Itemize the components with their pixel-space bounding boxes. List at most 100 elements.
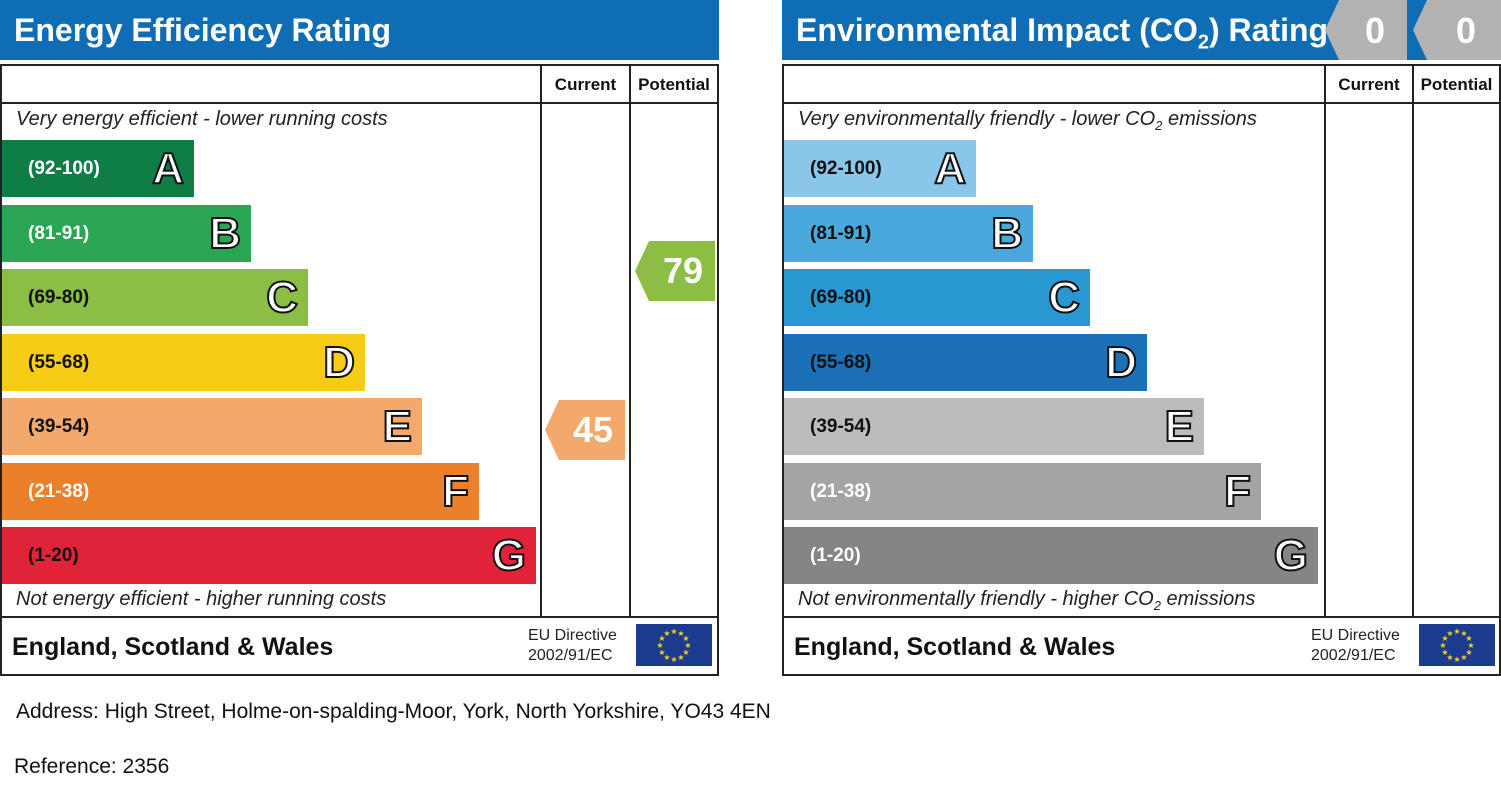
potential-column-header: Potential — [638, 75, 710, 94]
svg-text:★: ★ — [1441, 634, 1448, 643]
svg-text:★: ★ — [1453, 627, 1460, 636]
current-arrow-shape — [545, 400, 625, 460]
band-letter: F — [441, 466, 470, 517]
band-letter: G — [491, 530, 527, 581]
potential-tab-shape — [1413, 0, 1501, 60]
band-e: (39-54) E — [2, 398, 422, 455]
band-range-label: (1-20) — [810, 545, 861, 566]
eu-directive-line1: EU Directive — [1311, 627, 1400, 644]
band-b: (81-91) B — [2, 204, 251, 262]
top-note: Very energy efficient - lower running co… — [16, 108, 388, 130]
environmental-impact-panel: Environmental Impact (CO2) Rating 0 0 Cu… — [782, 0, 1501, 676]
band-letter: G — [1273, 530, 1309, 581]
eu-directive-text: EU Directive 2002/91/EC — [528, 626, 617, 666]
svg-text:★: ★ — [677, 653, 684, 662]
svg-text:★: ★ — [1460, 653, 1467, 662]
svg-text:★: ★ — [682, 634, 689, 643]
band-range-label: (21-38) — [28, 480, 90, 502]
potential-rating-tab: 0 — [1413, 0, 1501, 60]
svg-text:★: ★ — [1460, 629, 1467, 638]
band-d: (55-68) D — [784, 333, 1147, 391]
energy-efficiency-panel: Energy Efficiency Rating Current Potenti… — [0, 0, 719, 676]
svg-text:★: ★ — [670, 627, 677, 636]
current-column-header: Current — [1338, 75, 1400, 94]
top-note-part1: Very environmentally friendly - lower CO — [798, 108, 1156, 130]
svg-text:★: ★ — [658, 648, 665, 657]
bottom-note: Not energy efficient - higher running co… — [16, 588, 387, 610]
svg-text:★: ★ — [1465, 648, 1472, 657]
band-e: (39-54) E — [784, 398, 1204, 455]
environment-panel-title: Environmental Impact (CO2) Rating — [782, 0, 1501, 60]
environment-chart-frame: Current Potential Very environmentally f… — [782, 64, 1501, 676]
bottom-note-part1: Not environmentally friendly - higher CO — [798, 588, 1154, 610]
svg-text:★: ★ — [670, 655, 677, 664]
header-divider — [2, 102, 717, 104]
footer-divider — [2, 616, 717, 618]
band-letter: A — [151, 143, 185, 194]
eu-directive-text: EU Directive 2002/91/EC — [1311, 626, 1400, 666]
bottom-note-part2: emissions — [1160, 588, 1256, 610]
band-c: (69-80) C — [2, 269, 308, 326]
band-range-label: (92-100) — [810, 158, 882, 179]
band-letter: E — [382, 401, 413, 452]
current-tab-shape — [1325, 0, 1407, 60]
property-address: Address: High Street, Holme-on-spalding-… — [16, 700, 771, 723]
svg-text:★: ★ — [663, 629, 670, 638]
band-range-label: (69-80) — [810, 287, 872, 308]
potential-column-header: Potential — [1420, 75, 1493, 94]
band-range-label: (39-54) — [810, 416, 872, 437]
energy-chart-frame: Current Potential Very energy efficient … — [0, 64, 719, 676]
band-range-label: (81-91) — [810, 222, 872, 244]
band-range-label: (92-100) — [28, 158, 100, 179]
energy-title-text: Energy Efficiency Rating — [14, 12, 391, 48]
potential-rating-value: 79 — [662, 250, 703, 291]
band-letter: C — [265, 272, 299, 323]
region-label: England, Scotland & Wales — [12, 633, 334, 661]
svg-text:★: ★ — [656, 641, 663, 650]
svg-text:★: ★ — [682, 648, 689, 657]
potential-arrow-shape — [635, 241, 715, 301]
svg-text:★: ★ — [1446, 653, 1453, 662]
environment-title-sub: 2 — [1197, 31, 1209, 54]
energy-panel-title: Energy Efficiency Rating — [0, 0, 719, 60]
eu-stars-icon: ★ ★★ ★★★ ★★★ ★★★ — [656, 627, 691, 664]
band-range-label: (21-38) — [810, 480, 872, 502]
band-f: (21-38) F — [2, 462, 479, 520]
current-rating-arrow: 45 — [545, 400, 625, 460]
svg-text:★: ★ — [1453, 655, 1460, 664]
eu-flag-icon: ★ ★ ★ ★ ★ ★ ★ ★ ★ ★ ★ ★ — [1419, 624, 1495, 666]
band-letter: C — [1047, 272, 1081, 323]
band-range-label: (1-20) — [28, 545, 79, 566]
band-range-label: (55-68) — [810, 351, 872, 373]
header-divider — [784, 102, 1499, 104]
footer-divider — [784, 616, 1499, 618]
eu-directive-line1: EU Directive — [528, 627, 617, 644]
band-letter: D — [1104, 337, 1138, 388]
svg-text:★: ★ — [1467, 641, 1474, 650]
environment-potential-value: 0 — [1455, 10, 1477, 51]
band-range-label: (81-91) — [28, 222, 90, 244]
environment-title-part1: Environmental Impact (CO — [796, 12, 1198, 48]
bottom-note: Not environmentally friendly - higher CO… — [798, 588, 1255, 613]
band-f: (21-38) F — [784, 462, 1261, 520]
top-note-part2: emissions — [1162, 108, 1257, 130]
eu-directive-line2: 2002/91/EC — [1311, 647, 1396, 664]
svg-text:★: ★ — [658, 634, 665, 643]
svg-text:★: ★ — [1441, 648, 1448, 657]
band-letter: B — [208, 208, 242, 259]
band-letter: B — [990, 208, 1024, 259]
band-letter: D — [322, 337, 356, 388]
band-letter: E — [1164, 401, 1195, 452]
band-range-label: (69-80) — [28, 287, 90, 308]
region-label: England, Scotland & Wales — [794, 633, 1116, 661]
eu-stars-icon: ★ ★★ ★★★ ★★★ ★★★ — [1439, 627, 1474, 664]
band-c: (69-80) C — [784, 269, 1090, 326]
band-g: (1-20) G — [2, 527, 536, 584]
environment-title-part2: ) Rating — [1208, 12, 1329, 48]
bottom-note-sub: 2 — [1153, 598, 1161, 613]
current-column-header: Current — [554, 75, 617, 94]
column-divider — [629, 66, 631, 618]
svg-text:★: ★ — [1439, 641, 1446, 650]
svg-text:★: ★ — [677, 629, 684, 638]
eu-flag-icon: ★ ★ ★ ★ ★ ★ ★ ★ ★ ★ ★ ★ — [636, 624, 712, 666]
